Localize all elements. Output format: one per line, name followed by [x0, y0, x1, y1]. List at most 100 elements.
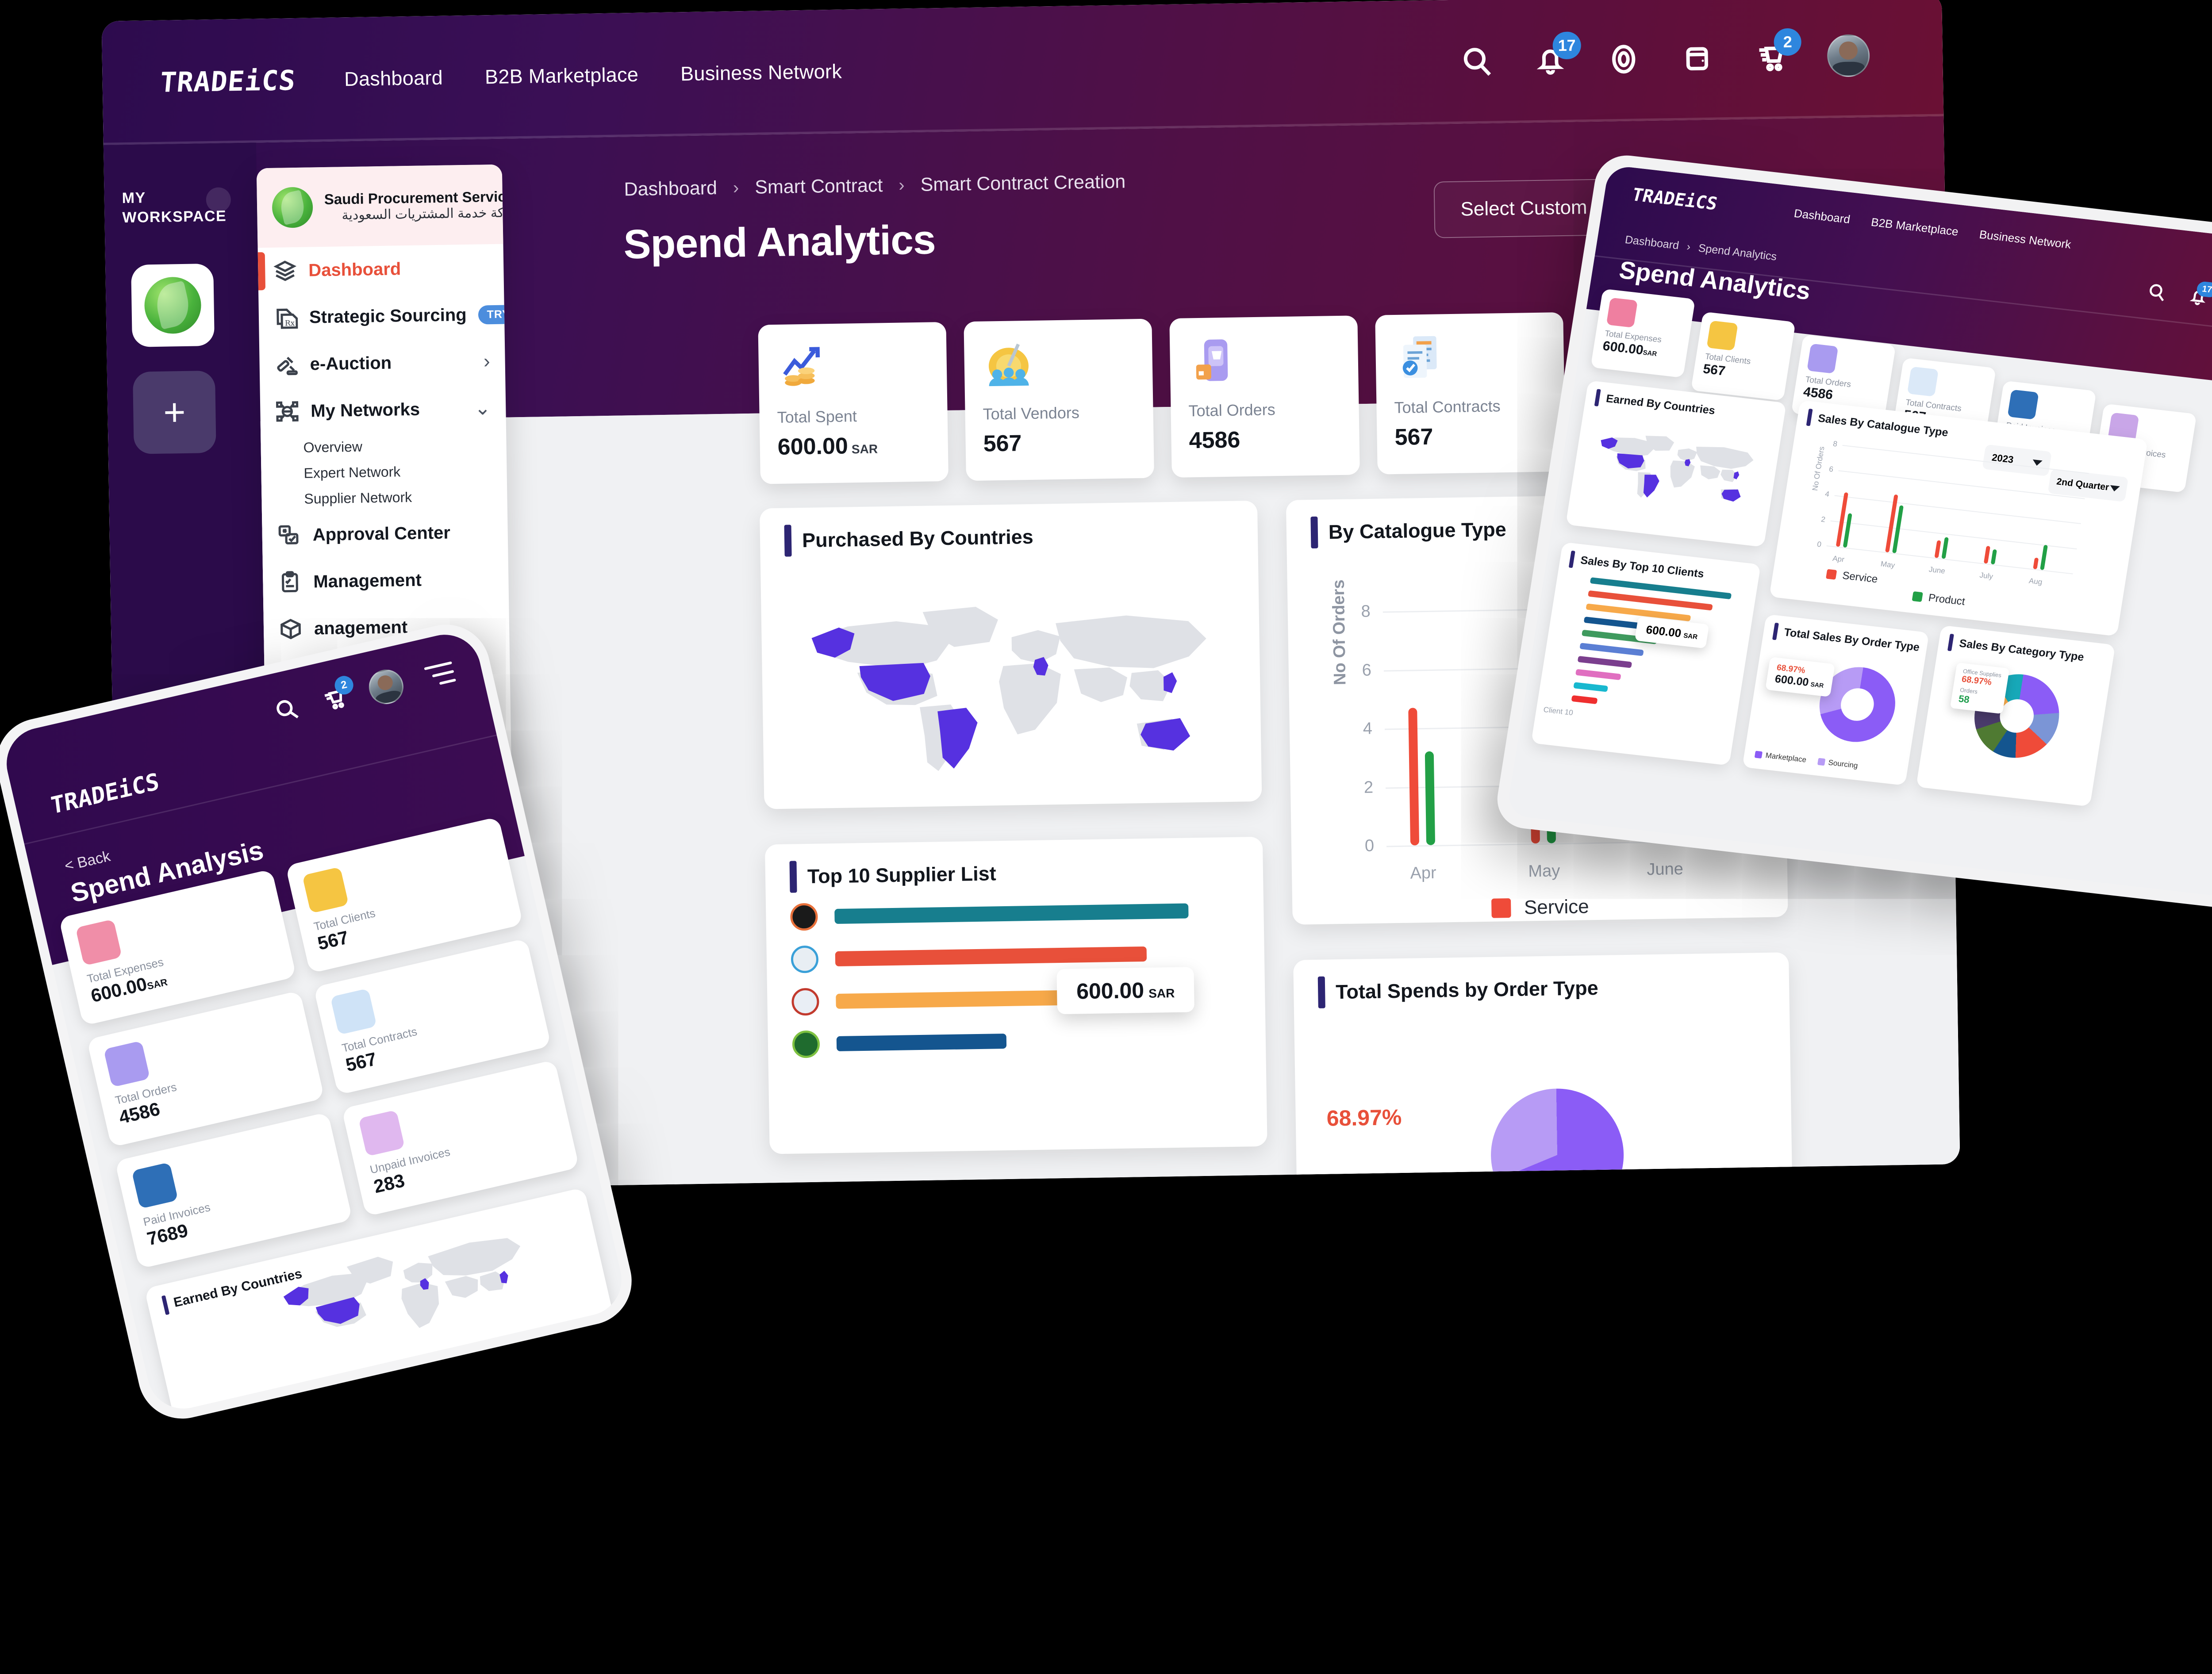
x-tick-label: June — [1928, 565, 1946, 575]
phone-device: 2 TRADEiCS < Back Spend Analysis Total E… — [0, 616, 641, 1428]
tablet-brand-logo[interactable]: TRADEiCS — [1629, 184, 1720, 215]
tablet-breadcrumb-dashboard[interactable]: Dashboard — [1624, 233, 1680, 252]
tablet-stat-card[interactable]: Total Clients 567 — [1690, 311, 1796, 401]
bell-icon[interactable]: 17 — [2187, 280, 2212, 307]
breadcrumb-smart-contract-creation[interactable]: Smart Contract Creation — [920, 171, 1126, 195]
chart-bar — [1934, 540, 1942, 558]
chart-bar — [1941, 537, 1949, 559]
chart-legend: Service — [1292, 893, 1788, 923]
hamburger-menu-icon[interactable] — [424, 661, 457, 687]
search-icon[interactable] — [2146, 281, 2168, 303]
search-icon[interactable] — [1460, 44, 1494, 78]
prescription-icon: Rx — [274, 306, 298, 330]
tablet-stat-card[interactable]: Total Expenses 600.00SAR — [1590, 288, 1696, 378]
sidebar-item-partial-1[interactable]: Management — [263, 555, 509, 606]
y-tick-label: 4 — [1824, 490, 1830, 499]
notification-count-badge: 17 — [1552, 31, 1582, 60]
sidebar-item-partial-2[interactable]: anagement — [263, 602, 510, 653]
stat-label: Total Spent — [777, 407, 857, 426]
chart-bar — [1984, 545, 1991, 564]
desktop-window: TRADEiCS Dashboard B2B Marketplace Busin… — [101, 0, 1960, 1193]
tablet-topbar-icons: 17 2 — [2146, 280, 2212, 329]
nav-b2b-marketplace[interactable]: B2B Marketplace — [484, 63, 639, 88]
layers-icon — [273, 259, 297, 283]
phone-brand-logo[interactable]: TRADEiCS — [49, 768, 161, 820]
legend-swatch-service — [1826, 569, 1837, 580]
tablet-legend-product: Product — [1912, 590, 1966, 608]
purchased-by-countries-panel: Purchased By Countries — [759, 500, 1262, 809]
tablet-sales-by-category-type-panel: Sales By Category Type Office Supplies 6… — [1916, 625, 2116, 807]
topbar-icons: 17 2 — [1460, 28, 1870, 83]
cart-icon[interactable]: 2 — [319, 674, 355, 714]
y-tick-label: 0 — [1364, 836, 1375, 855]
stat-icon — [75, 919, 123, 966]
sidebar-item-dashboard[interactable]: Dashboard — [258, 244, 504, 295]
stat-card-total-spent[interactable]: Total Spent 600.00 SAR — [758, 322, 949, 484]
sidebar-item-e-auction[interactable]: e-Auction › — [259, 338, 506, 389]
legend-swatch-marketplace — [1754, 751, 1763, 759]
lifebuoy-icon[interactable] — [1607, 42, 1641, 76]
breadcrumb-smart-contract[interactable]: Smart Contract — [754, 175, 883, 198]
chevron-down-icon — [2032, 459, 2043, 466]
sidebar-subitem-supplier-network[interactable]: Supplier Network — [304, 489, 412, 507]
tablet-sales-by-top-10-clients-panel: Sales By Top 10 Clients Client 10 600.00… — [1531, 542, 1761, 766]
chart-bar — [2040, 544, 2048, 571]
breadcrumb-separator-icon: › — [733, 178, 739, 198]
workspace-header[interactable]: Saudi Procurement Services شركة خدمة الم… — [256, 164, 512, 248]
chevron-right-icon: › — [483, 350, 491, 372]
sidebar-label: e-Auction — [310, 353, 392, 374]
stat-card-total-contracts[interactable]: Total Contracts 567 — [1375, 312, 1566, 475]
y-tick-label: 6 — [1828, 464, 1834, 474]
sidebar-item-approval-center[interactable]: Approval Center — [262, 509, 508, 559]
stat-card-total-orders[interactable]: Total Orders 4586 — [1169, 315, 1360, 478]
tablet-nav-business-network[interactable]: Business Network — [1978, 227, 2072, 251]
nav-business-network[interactable]: Business Network — [680, 60, 842, 85]
tablet-topbar: TRADEiCS Dashboard B2B Marketplace Busin… — [1586, 165, 2212, 400]
x-tick-label: Apr — [1410, 863, 1436, 883]
approval-icon — [277, 523, 301, 548]
sidebar-label: My Networks — [310, 399, 420, 421]
legend-label-marketplace: Marketplace — [1765, 751, 1807, 764]
legend-label-product: Product — [1928, 592, 1966, 608]
sidebar-subitem-overview[interactable]: Overview — [303, 438, 363, 456]
cart-icon[interactable]: 2 — [1754, 28, 1802, 74]
wallet-icon[interactable] — [1680, 41, 1714, 75]
search-icon[interactable] — [272, 695, 301, 724]
breadcrumb-dashboard[interactable]: Dashboard — [624, 177, 718, 200]
network-icon — [275, 399, 300, 424]
desktop-topbar: TRADEiCS Dashboard B2B Marketplace Busin… — [101, 0, 1944, 145]
sidebar-item-my-networks[interactable]: My Networks ⌄ — [260, 385, 507, 436]
tablet-content: Total Expenses 600.00SAR Total Clients 567 T… — [1506, 274, 2212, 906]
bell-icon[interactable]: 17 — [1533, 31, 1582, 77]
stat-icon — [1706, 320, 1738, 351]
legend-label-sourcing: Sourcing — [1828, 758, 1859, 770]
world-map — [811, 606, 1206, 771]
gridline — [1830, 520, 2077, 549]
tablet-y-axis-title: No Of Orders — [1810, 446, 1826, 491]
nav-dashboard[interactable]: Dashboard — [344, 66, 443, 91]
brand-logo[interactable]: TRADEiCS — [158, 64, 297, 99]
add-workspace-button[interactable]: + — [132, 370, 216, 454]
x-tick-label: June — [1647, 859, 1684, 879]
coins-growth-icon — [783, 347, 820, 386]
stat-card-total-vendors[interactable]: Total Vendors 567 — [964, 318, 1154, 481]
supplier-row — [792, 1024, 1241, 1058]
avatar[interactable] — [1827, 34, 1870, 77]
tablet-breadcrumb-spend-analytics[interactable]: Spend Analytics — [1697, 241, 1778, 263]
tablet-order-tooltip: 68.97% 600.00SAR — [1765, 657, 1836, 697]
workspace-tile-saudi[interactable] — [131, 263, 215, 347]
sidebar-item-strategic-sourcing[interactable]: Rx Strategic Sourcing TRY › — [258, 291, 512, 342]
tablet-nav-b2b[interactable]: B2B Marketplace — [1870, 215, 1959, 238]
workspace-name-ar: شركة خدمة المشتريات السعودية — [342, 205, 512, 222]
supplier-row — [790, 896, 1240, 931]
tablet-world-map — [1601, 436, 1754, 502]
avatar[interactable] — [365, 666, 407, 708]
tablet-nav-dashboard[interactable]: Dashboard — [1793, 206, 1851, 226]
saudi-procurement-logo — [144, 276, 202, 334]
stat-icon — [1807, 343, 1839, 374]
workspace-name-en: Saudi Procurement Services — [324, 188, 512, 207]
phone-topbar-icons: 2 — [271, 655, 458, 730]
legend-label-service: Service — [1524, 896, 1590, 919]
sidebar-subitem-expert-network[interactable]: Expert Network — [303, 463, 401, 481]
